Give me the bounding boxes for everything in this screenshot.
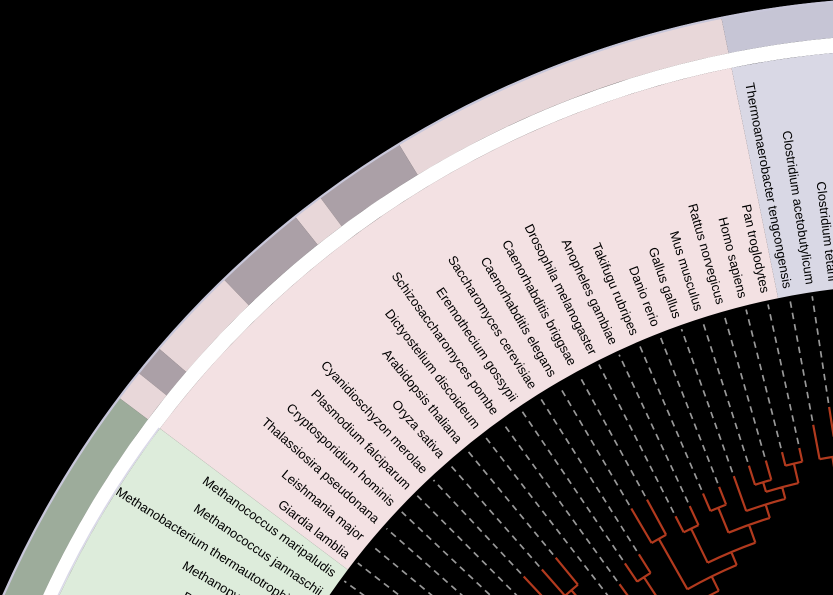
leaf-connector <box>598 364 675 514</box>
leaf-connector <box>701 321 749 463</box>
band-archaea-wedge <box>59 428 348 595</box>
band-eukaryota-wedge <box>159 67 779 570</box>
leaf-connector <box>432 479 522 575</box>
leaf-connector <box>638 345 703 491</box>
archaea-inner-edge-line <box>57 427 160 595</box>
leaf-connector <box>539 397 638 552</box>
leaf-connector <box>502 422 618 582</box>
leaf-connector <box>789 299 814 422</box>
leaf-connector <box>618 354 689 503</box>
band-bacteria-wedge <box>731 53 833 299</box>
ring-segment <box>2 397 148 595</box>
ring-segment <box>721 0 833 54</box>
ring-segment <box>223 215 318 306</box>
leaf-connector <box>520 409 624 561</box>
leaf-connector <box>767 304 800 445</box>
leaf-connector-lines <box>343 296 830 595</box>
domain-color-bands <box>59 53 833 595</box>
ring-segment <box>319 143 418 227</box>
leaf-connector <box>659 336 719 484</box>
leaf-connector <box>385 527 464 595</box>
ring-segment <box>398 16 729 175</box>
leaf-connector <box>558 385 631 506</box>
leaf-connector <box>357 562 401 595</box>
tree-branches <box>522 406 833 595</box>
tree-branches-path <box>522 406 833 595</box>
leaf-connector <box>680 328 734 473</box>
leaf-connector <box>401 511 492 595</box>
leaf-connector <box>723 315 766 458</box>
ring-segment <box>158 278 249 372</box>
leaf-connector <box>416 495 518 595</box>
leaf-connector <box>745 309 782 449</box>
